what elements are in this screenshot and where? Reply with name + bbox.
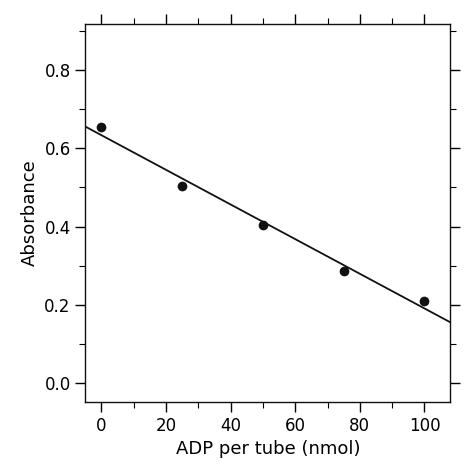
X-axis label: ADP per tube (nmol): ADP per tube (nmol) (175, 440, 360, 458)
Point (259, 221, 267, 228)
Y-axis label: Absorbance: Absorbance (21, 159, 39, 266)
Point (420, 297, 428, 305)
Point (178, 182, 186, 189)
Point (340, 268, 347, 275)
Point (98, 123, 105, 131)
